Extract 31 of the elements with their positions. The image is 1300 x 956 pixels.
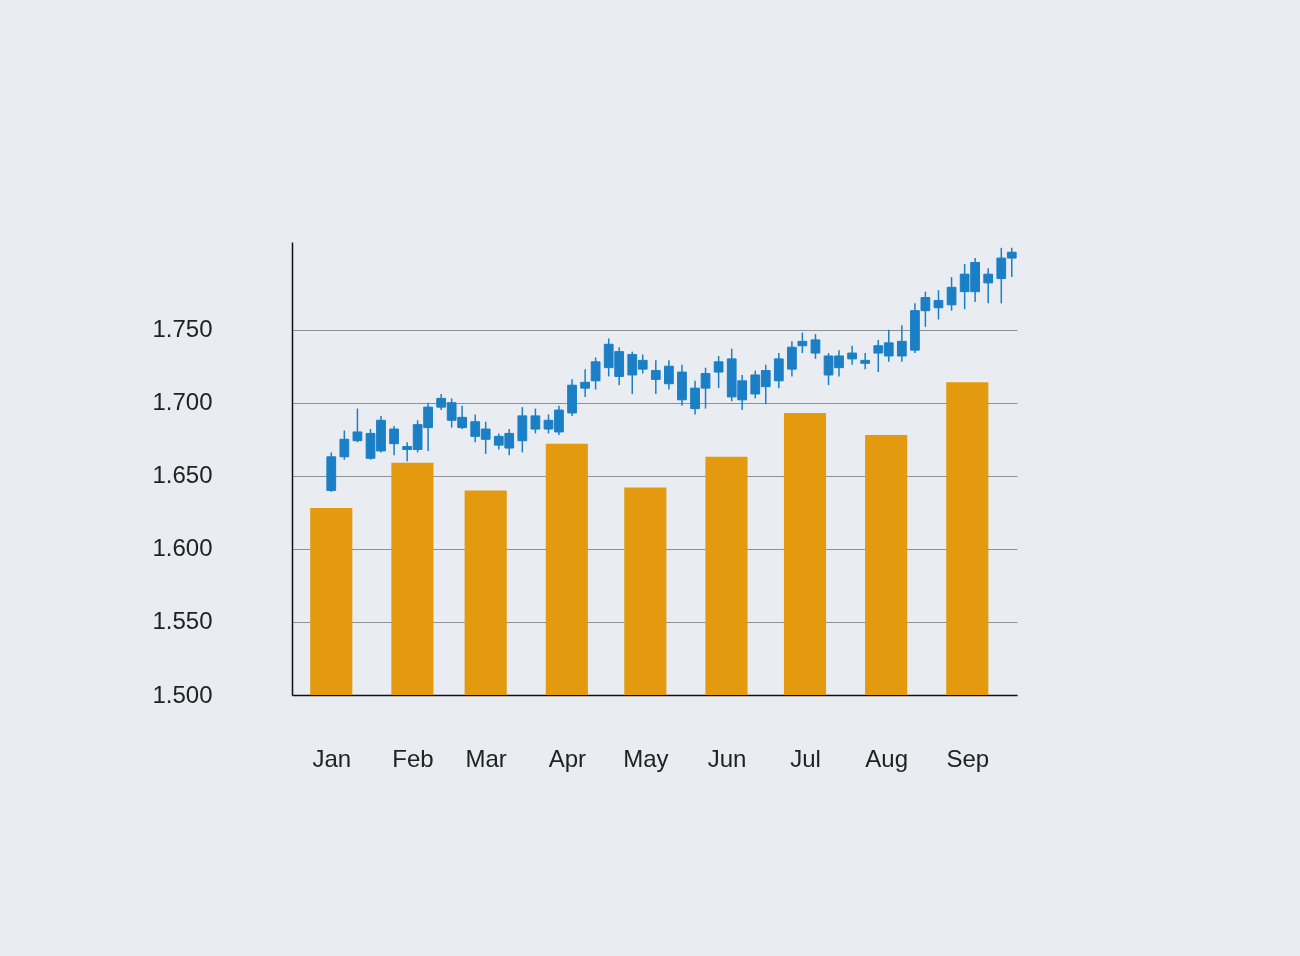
- y-tick-label: 1.550: [152, 607, 213, 635]
- candlestick: [590, 356, 601, 391]
- candlestick: [896, 324, 907, 363]
- x-tick-label: Jul: [790, 744, 821, 772]
- candlestick: [797, 331, 808, 354]
- candlestick: [773, 352, 784, 389]
- candlestick: [650, 359, 661, 395]
- candlestick: [946, 276, 957, 312]
- y-tick-label: 1.600: [152, 534, 213, 562]
- candlestick: [787, 340, 797, 378]
- x-tick-label: Apr: [548, 744, 586, 772]
- y-tick-label: 1.650: [152, 461, 213, 489]
- y-tick-label: 1.500: [152, 680, 213, 708]
- x-tick-label: Mar: [465, 744, 507, 772]
- y-tick-label: 1.700: [152, 388, 213, 416]
- x-tick-label: Jun: [707, 744, 747, 772]
- candlestick: [847, 345, 857, 366]
- y-tick-label: 1.750: [152, 315, 213, 343]
- x-tick-label: Feb: [392, 744, 434, 772]
- x-tick-label: May: [623, 744, 669, 772]
- candlestick: [530, 407, 541, 435]
- candlestick: [810, 333, 821, 360]
- x-tick-label: Aug: [865, 744, 908, 772]
- x-tick-label: Sep: [946, 744, 990, 772]
- candlestick: [860, 352, 871, 370]
- candlestick: [713, 355, 724, 389]
- candlestick: [580, 368, 591, 398]
- x-tick-label: Jan: [312, 744, 352, 772]
- candlestick: [933, 289, 944, 321]
- candlestick: [983, 267, 994, 305]
- candlestick: [664, 359, 674, 391]
